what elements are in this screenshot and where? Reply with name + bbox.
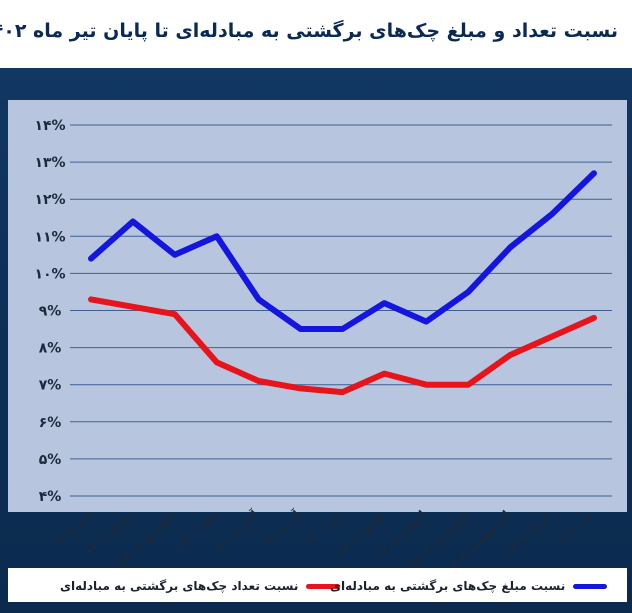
x-tick-label: آبان ۱۴۰۱ (214, 507, 261, 554)
series-line-0 (88, 296, 597, 396)
legend-swatch-count (306, 583, 341, 589)
y-tick-label: ۶% (39, 415, 62, 431)
y-tick-label: ۸% (39, 341, 62, 357)
legend-item-count: نسبت تعداد چک‌های برگشتی به مبادله‌ای (60, 575, 341, 597)
legend-label-count: نسبت تعداد چک‌های برگشتی به مبادله‌ای (60, 579, 299, 593)
gridlines (70, 124, 612, 497)
legend-label-amount: نسبت مبلغ چک‌های برگشتی به مبادله‌ای (330, 579, 566, 593)
x-tick-label: تیر ۱۴۰۱ (51, 508, 93, 550)
y-tick-label: ۱۰% (34, 266, 65, 282)
y-axis: ۱۴% ۱۳% ۱۲% ۱۱% ۱۰% ۹% ۸% ۷% ۶% ۵% ۴% (34, 118, 65, 505)
series-line-1 (88, 170, 597, 332)
y-tick-label: ۷% (39, 378, 62, 394)
title-bar: نسبت تعداد و مبلغ چک‌های برگشتی به مبادل… (0, 0, 632, 68)
legend-item-amount: نسبت مبلغ چک‌های برگشتی به مبادله‌ای (330, 575, 608, 597)
chart-title: نسبت تعداد و مبلغ چک‌های برگشتی به مبادل… (0, 20, 618, 42)
x-tick-label: دی ۱۴۰۱ (303, 508, 345, 550)
y-tick-label: ۱۳% (34, 155, 65, 171)
x-tick-label: آذر ۱۴۰۱ (260, 507, 303, 550)
legend-swatch-amount (573, 583, 608, 589)
y-tick-label: ۱۴% (34, 118, 65, 134)
y-tick-label: ۱۲% (34, 192, 65, 208)
x-tick-label: تیر ۱۴۰۲ (554, 508, 596, 550)
y-tick-label: ۹% (39, 304, 62, 320)
y-tick-label: ۱۱% (34, 229, 65, 245)
x-tick-label: مهر ۱۴۰۱ (173, 508, 219, 554)
y-tick-label: ۵% (39, 452, 62, 468)
y-tick-label: ۴% (39, 489, 62, 505)
series-lines (88, 170, 597, 396)
